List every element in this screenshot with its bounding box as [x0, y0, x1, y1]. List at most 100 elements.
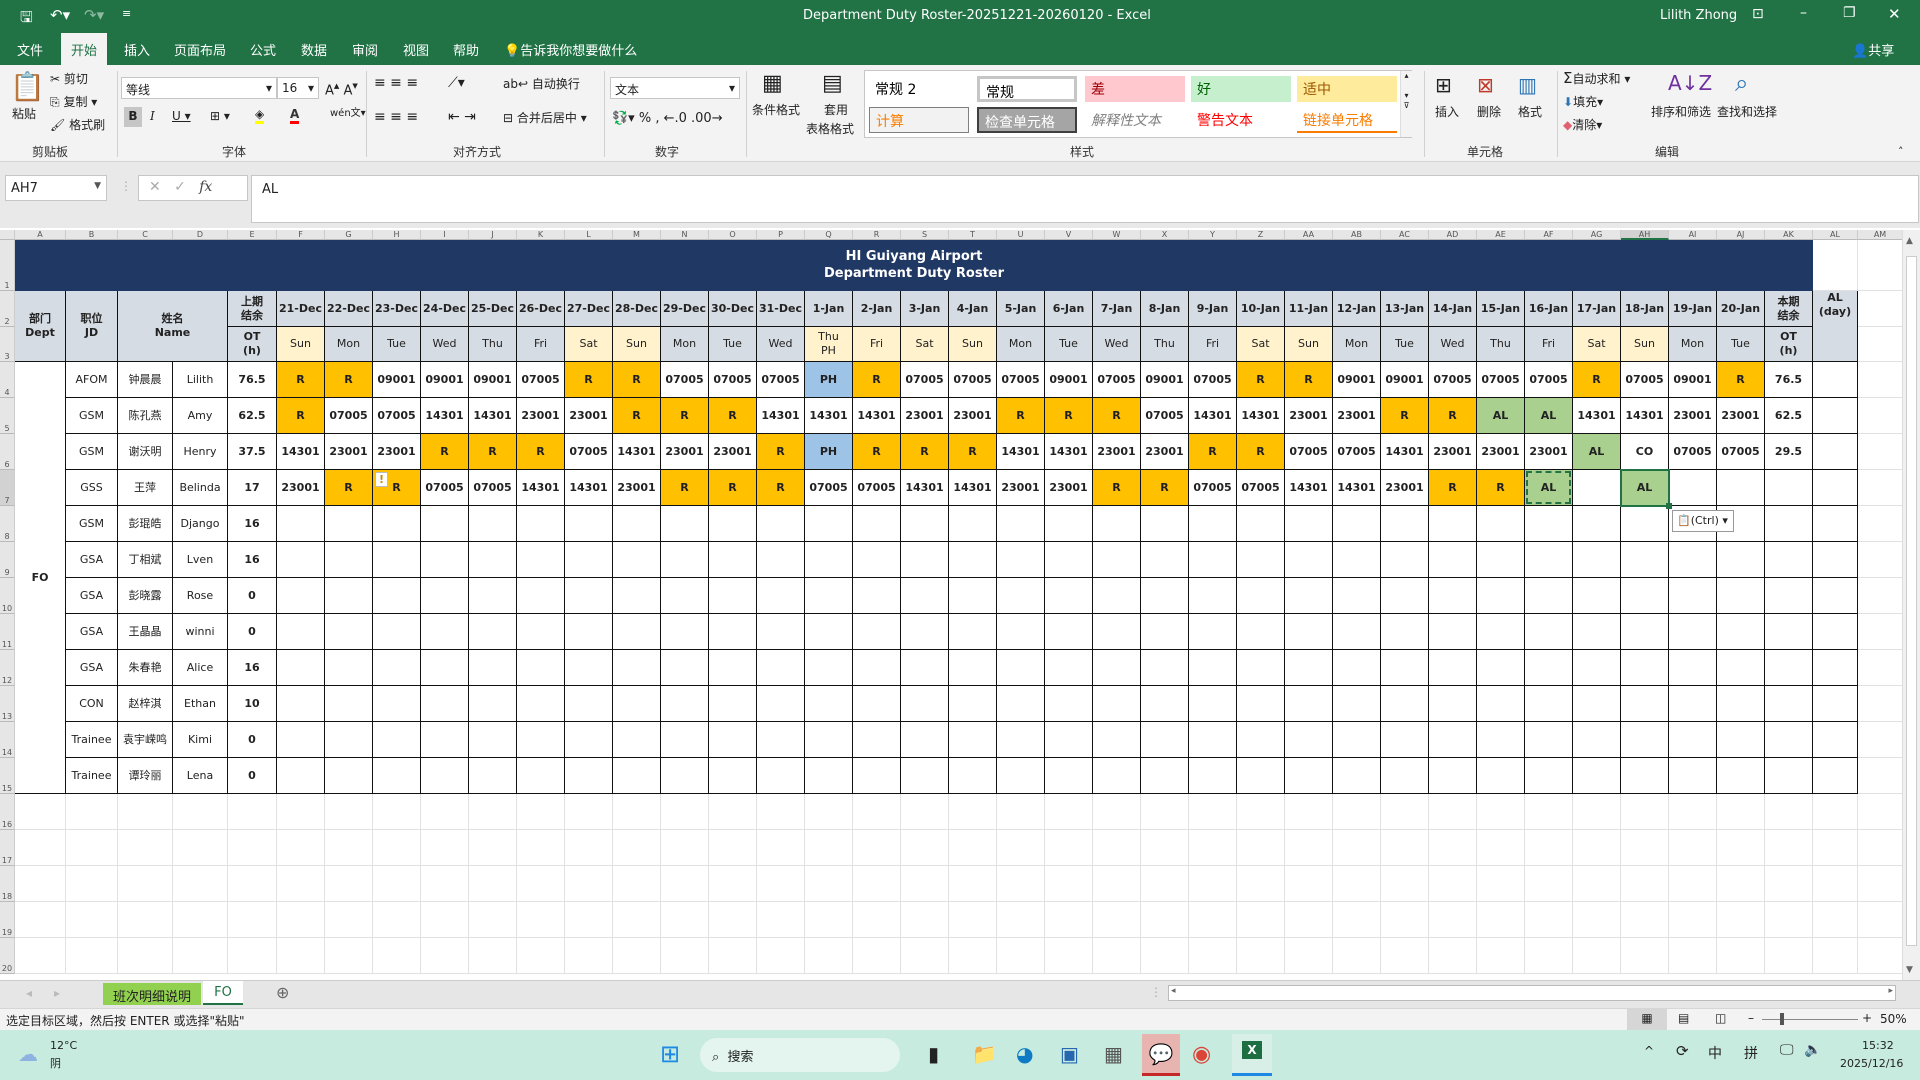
row-header[interactable]: 13 [0, 686, 15, 722]
undo-icon[interactable]: ↶▾ [50, 6, 71, 24]
grid-cell[interactable] [1858, 830, 1902, 866]
shift-cell[interactable]: 07005 [1525, 362, 1573, 398]
shift-cell[interactable] [1285, 578, 1333, 614]
jd-cell[interactable]: GSM [66, 434, 118, 470]
shift-cell[interactable] [613, 506, 661, 542]
grid-cell[interactable] [757, 830, 805, 866]
shift-cell[interactable] [1285, 506, 1333, 542]
grid-cell[interactable] [1621, 902, 1669, 938]
shift-cell[interactable] [1141, 614, 1189, 650]
shift-cell[interactable]: 14301 [1285, 470, 1333, 506]
shift-cell[interactable] [1189, 614, 1237, 650]
row-header[interactable]: 18 [0, 866, 15, 902]
cell-style-0[interactable]: 常规 2 [869, 76, 969, 102]
shift-cell[interactable] [1525, 722, 1573, 758]
cn-name-cell[interactable]: 赵梓淇 [118, 686, 173, 722]
grid-cell[interactable] [173, 830, 228, 866]
shift-cell[interactable]: R [517, 434, 565, 470]
grid-cell[interactable] [853, 902, 901, 938]
minimize-button[interactable]: – [1800, 5, 1807, 21]
bold-button[interactable]: B [124, 107, 142, 127]
shift-cell[interactable] [853, 722, 901, 758]
shift-cell[interactable] [661, 578, 709, 614]
grid-cell[interactable] [1285, 866, 1333, 902]
number-format-icons[interactable]: 💱▾ % , ←.0 .00→ [612, 111, 723, 126]
delete-cells-icon[interactable]: ⊠ [1477, 73, 1494, 97]
shift-cell[interactable] [517, 506, 565, 542]
grid-cell[interactable] [325, 830, 373, 866]
shift-cell[interactable] [1237, 542, 1285, 578]
grid-cell[interactable] [15, 938, 66, 974]
shift-cell[interactable] [1525, 578, 1573, 614]
grid-cell[interactable] [1285, 794, 1333, 830]
shift-cell[interactable]: 14301 [997, 434, 1045, 470]
delete-cells-button[interactable]: 删除 [1477, 105, 1502, 119]
shift-cell[interactable] [565, 686, 613, 722]
grid-cell[interactable] [1573, 830, 1621, 866]
shift-cell[interactable]: 23001 [1429, 434, 1477, 470]
volume-icon[interactable]: 🔈 [1804, 1042, 1822, 1058]
grid-cell[interactable] [469, 866, 517, 902]
shift-cell[interactable] [709, 722, 757, 758]
grid-cell[interactable] [1717, 866, 1765, 902]
shift-cell[interactable] [277, 578, 325, 614]
row-header[interactable]: 16 [0, 794, 15, 830]
shift-cell[interactable]: 07005 [1237, 470, 1285, 506]
shift-cell[interactable] [1477, 506, 1525, 542]
grid-cell[interactable] [1141, 830, 1189, 866]
shift-cell[interactable]: PH [805, 434, 853, 470]
gallery-scroll[interactable]: ▴ ▾ ⊽ [1400, 71, 1412, 137]
grid-cell[interactable] [1333, 830, 1381, 866]
grid-cell[interactable] [1381, 902, 1429, 938]
cur-ot-cell[interactable] [1765, 470, 1813, 506]
grid-cell[interactable] [709, 938, 757, 974]
phonetic-button[interactable]: wén文▾ [330, 108, 366, 119]
grid-cell[interactable] [1093, 866, 1141, 902]
grid-cell[interactable] [1858, 686, 1902, 722]
shift-cell[interactable]: 07005 [565, 434, 613, 470]
column-header[interactable]: AF [1525, 230, 1573, 240]
grid-cell[interactable] [373, 866, 421, 902]
shift-cell[interactable] [1093, 722, 1141, 758]
shift-cell[interactable] [277, 614, 325, 650]
shift-cell[interactable]: R [1477, 470, 1525, 506]
prev-ot-cell[interactable]: 0 [228, 722, 277, 758]
shift-cell[interactable] [1429, 722, 1477, 758]
shift-cell[interactable]: R [565, 362, 613, 398]
grid-cell[interactable] [421, 902, 469, 938]
grid-cell[interactable] [1813, 794, 1858, 830]
grid-cell[interactable] [757, 866, 805, 902]
grid-cell[interactable] [1141, 866, 1189, 902]
en-name-cell[interactable]: Lven [173, 542, 228, 578]
column-header[interactable]: AC [1381, 230, 1429, 240]
jd-cell[interactable]: GSA [66, 578, 118, 614]
grid-cell[interactable] [373, 902, 421, 938]
shift-cell[interactable] [1669, 722, 1717, 758]
shift-cell[interactable] [325, 758, 373, 794]
grid-cell[interactable] [805, 938, 853, 974]
cn-name-cell[interactable]: 朱春艳 [118, 650, 173, 686]
column-header[interactable]: O [709, 230, 757, 240]
edge-icon[interactable]: ◕ [1016, 1042, 1034, 1066]
shift-cell[interactable]: 23001 [565, 398, 613, 434]
shift-cell[interactable]: R [277, 398, 325, 434]
shift-cell[interactable]: 09001 [1333, 362, 1381, 398]
grid-cell[interactable] [661, 938, 709, 974]
prev-ot-cell[interactable]: 37.5 [228, 434, 277, 470]
cur-ot-cell[interactable] [1765, 758, 1813, 794]
cell-style-4[interactable]: 适中 [1297, 76, 1397, 102]
shift-cell[interactable] [517, 650, 565, 686]
sort-filter-button[interactable]: 排序和筛选 [1651, 105, 1712, 119]
shift-cell[interactable]: 07005 [1477, 362, 1525, 398]
grid-cell[interactable] [1333, 938, 1381, 974]
grid-cell[interactable] [1858, 722, 1902, 758]
grid-cell[interactable] [1813, 866, 1858, 902]
shift-cell[interactable]: R [277, 362, 325, 398]
grid-cell[interactable] [517, 830, 565, 866]
zoom-slider[interactable] [1762, 1019, 1858, 1020]
shift-cell[interactable] [1093, 758, 1141, 794]
grid-cell[interactable] [1237, 794, 1285, 830]
shift-cell[interactable] [421, 578, 469, 614]
grid-cell[interactable] [1765, 794, 1813, 830]
shift-cell[interactable] [757, 686, 805, 722]
